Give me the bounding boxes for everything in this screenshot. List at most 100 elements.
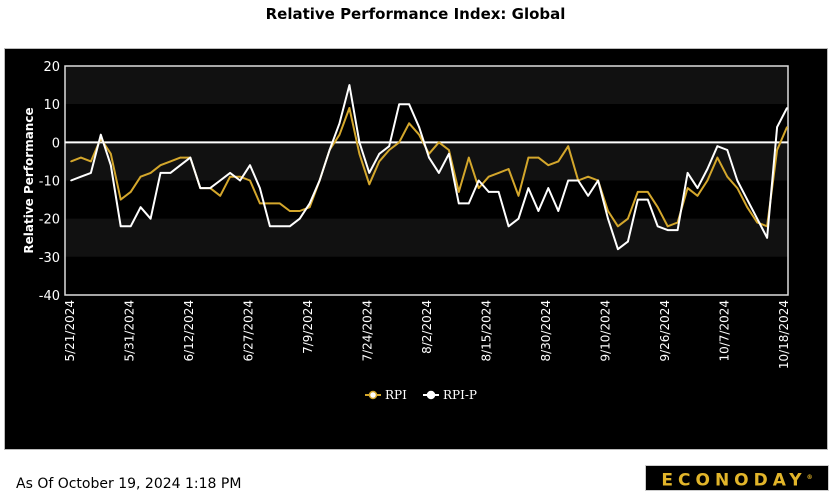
data-point-rpi <box>119 198 122 201</box>
data-point-rpi-p <box>666 229 669 231</box>
data-point-rpi <box>547 164 550 167</box>
y-tick-label: -20 <box>39 213 60 228</box>
data-point-rpi <box>368 183 371 186</box>
data-point-rpi <box>467 156 470 159</box>
data-point-rpi-p <box>428 156 430 159</box>
data-point-rpi <box>736 187 739 189</box>
data-point-rpi-p <box>458 202 460 205</box>
logo-text: ECONODAY <box>661 470 807 491</box>
data-point-rpi <box>288 210 291 212</box>
data-point-rpi <box>169 160 172 163</box>
data-point-rpi-p <box>617 248 619 250</box>
data-point-rpi <box>686 187 689 189</box>
data-point-rpi <box>517 194 520 197</box>
data-point-rpi <box>567 145 570 147</box>
data-point-rpi <box>587 175 589 178</box>
x-tick-label: 5/31/2024 <box>123 300 137 362</box>
data-point-rpi <box>418 133 420 136</box>
data-point-rpi-p <box>756 217 758 220</box>
data-point-rpi <box>756 221 758 224</box>
data-point-rpi-p <box>408 103 410 105</box>
data-point-rpi <box>617 225 619 228</box>
data-point-rpi-p <box>587 194 589 197</box>
data-point-rpi-p <box>388 145 391 147</box>
data-point-rpi <box>438 141 440 144</box>
data-point-rpi <box>646 191 649 193</box>
data-point-rpi-p <box>328 149 331 151</box>
data-point-rpi <box>458 191 460 193</box>
data-point-rpi <box>448 149 450 151</box>
data-point-rpi-p <box>109 164 112 167</box>
econoday-logo: ECONODAY® <box>645 465 829 491</box>
data-point-rpi-p <box>656 225 659 228</box>
x-tick-label: 6/12/2024 <box>182 300 196 362</box>
data-point-rpi <box>109 152 112 155</box>
y-axis-label: Relative Performance <box>22 107 36 253</box>
data-point-rpi <box>249 179 251 182</box>
data-point-rpi-p <box>736 179 739 182</box>
data-point-rpi-p <box>90 172 92 174</box>
x-tick-label: 6/27/2024 <box>242 300 256 362</box>
data-point-rpi-p <box>746 198 749 201</box>
y-tick-label: -10 <box>39 175 60 190</box>
x-tick-label: 8/15/2024 <box>480 300 494 362</box>
data-point-rpi-p <box>507 225 510 228</box>
data-point-rpi <box>666 225 669 228</box>
data-point-rpi <box>70 160 72 163</box>
data-point-rpi <box>746 206 749 209</box>
data-point-rpi <box>358 152 361 155</box>
data-point-rpi-p <box>567 179 570 182</box>
chart-svg: 20 10 0 -10 -20 -30 -40 Relative Performance 5/2… <box>22 60 791 402</box>
data-point-rpi <box>388 149 391 151</box>
data-point-rpi-p <box>338 122 341 125</box>
data-point-rpi <box>179 156 182 159</box>
data-point-rpi-p <box>676 229 679 231</box>
y-tick-label: 0 <box>52 136 60 151</box>
data-point-rpi <box>229 175 231 178</box>
grid-band <box>65 104 788 143</box>
data-point-rpi-p <box>527 187 530 189</box>
data-point-rpi-p <box>716 145 719 147</box>
data-point-rpi-p <box>378 152 381 155</box>
data-point-rpi <box>656 206 659 209</box>
data-point-rpi-p <box>199 187 202 189</box>
data-point-rpi-p <box>239 179 241 182</box>
data-point-rpi-p <box>70 179 72 182</box>
legend-item-rpi-p: RPI-P <box>423 388 477 402</box>
data-point-rpi-p <box>726 149 729 151</box>
x-tick-label: 10/7/2024 <box>718 300 732 362</box>
y-tick-label: 20 <box>43 60 60 75</box>
data-point-rpi-p <box>129 225 132 228</box>
data-point-rpi-p <box>358 141 361 144</box>
data-point-rpi <box>338 133 341 136</box>
data-point-rpi <box>279 202 281 205</box>
data-point-rpi-p <box>80 175 82 178</box>
data-point-rpi <box>149 172 152 174</box>
data-point-rpi <box>408 122 410 125</box>
data-point-rpi-p <box>149 217 152 220</box>
as-of-timestamp: As Of October 19, 2024 1:18 PM <box>16 476 242 492</box>
data-point-rpi <box>129 191 132 193</box>
data-point-rpi-p <box>119 225 122 228</box>
legend-label: RPI-P <box>443 388 477 402</box>
logo-mark: ® <box>806 474 813 481</box>
data-point-rpi-p <box>627 240 629 243</box>
data-point-rpi-p <box>318 179 321 182</box>
x-tick-label: 9/10/2024 <box>599 300 613 362</box>
data-point-rpi <box>637 191 639 193</box>
data-point-rpi <box>557 160 560 163</box>
data-point-rpi-p <box>398 103 400 105</box>
data-point-rpi <box>80 156 82 159</box>
data-point-rpi-p <box>159 172 162 174</box>
x-tick-label: 8/2/2024 <box>420 300 434 354</box>
x-tick-label: 7/24/2024 <box>361 300 375 362</box>
data-point-rpi <box>259 202 261 205</box>
data-point-rpi <box>239 175 241 178</box>
data-point-rpi <box>477 187 480 189</box>
data-point-rpi <box>527 156 530 159</box>
data-point-rpi-p <box>229 172 231 174</box>
data-point-rpi <box>298 210 301 212</box>
data-point-rpi-p <box>418 126 420 128</box>
data-point-rpi <box>487 175 490 178</box>
data-point-rpi-p <box>497 191 500 193</box>
